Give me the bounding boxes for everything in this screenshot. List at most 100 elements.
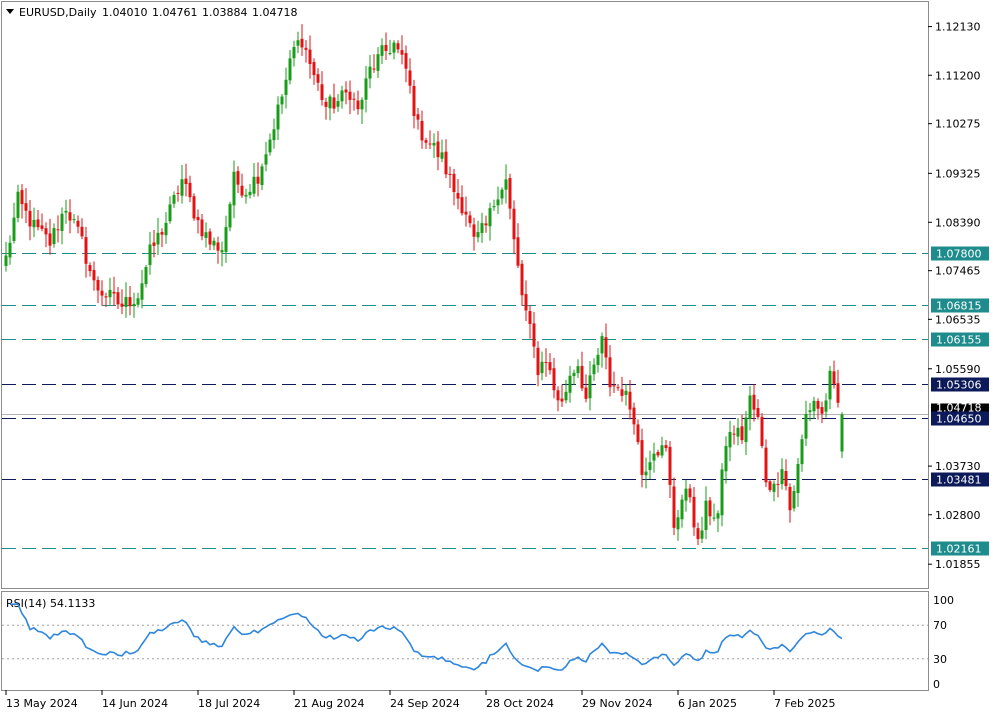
- level-badge-label-2: 1.06155: [936, 334, 982, 347]
- candle-body-102: [412, 85, 416, 116]
- candle-body-18: [76, 220, 80, 227]
- candle-body-101: [408, 70, 412, 86]
- candle-body-173: [696, 528, 700, 540]
- candle-body-63: [256, 176, 260, 184]
- candle-body-195: [784, 471, 788, 487]
- candle-body-44: [180, 179, 184, 196]
- candle-body-128: [516, 237, 520, 266]
- rsi-tick-3: 0: [933, 678, 940, 691]
- level-badge-label-6: 1.02161: [936, 543, 982, 556]
- candle-body-6: [28, 210, 32, 227]
- price-tick-10: 1.01855: [935, 558, 981, 571]
- candle-body-26: [108, 289, 112, 298]
- ohlc-close: 1.04718: [252, 6, 298, 19]
- candle-body-167: [672, 486, 676, 528]
- candle-body-39: [160, 232, 164, 235]
- candle-body-52: [212, 240, 216, 246]
- price-tick-2: 1.10275: [935, 118, 981, 131]
- candle-body-150: [604, 337, 608, 358]
- candle-body-113: [456, 192, 460, 199]
- candle-body-53: [216, 242, 220, 251]
- candle-body-43: [176, 192, 180, 194]
- candle-body-62: [252, 176, 256, 194]
- candle-body-178: [716, 513, 720, 519]
- ohlc-open: 1.04010: [102, 6, 148, 19]
- candle-body-88: [356, 100, 360, 110]
- collapse-triangle-icon[interactable]: [6, 9, 14, 14]
- candle-body-69: [280, 96, 284, 105]
- candle-body-154: [620, 389, 624, 396]
- candle-body-85: [344, 89, 348, 93]
- candle-body-81: [328, 96, 332, 109]
- candle-body-4: [20, 190, 24, 205]
- candle-body-156: [628, 391, 632, 410]
- candle-body-165: [664, 445, 668, 449]
- candle-body-38: [156, 232, 160, 245]
- candle-body-152: [612, 385, 616, 387]
- candle-body-174: [700, 530, 704, 539]
- level-badge-6: [931, 541, 989, 556]
- candle-body-104: [420, 120, 424, 141]
- candle-body-159: [640, 440, 644, 475]
- candle-body-54: [220, 250, 224, 253]
- date-tick-0: 13 May 2024: [6, 697, 78, 710]
- date-tick-8: 7 Feb 2025: [774, 697, 835, 710]
- candle-body-200: [804, 413, 808, 439]
- candle-body-106: [428, 143, 432, 145]
- candle-body-193: [776, 483, 780, 485]
- candle-body-60: [244, 194, 248, 197]
- candle-body-12: [52, 228, 56, 245]
- candle-body-71: [288, 58, 292, 81]
- candle-body-183: [736, 427, 740, 437]
- candle-body-40: [164, 222, 168, 236]
- candle-body-205: [824, 400, 828, 412]
- candle-body-97: [392, 42, 396, 53]
- candle-body-116: [468, 215, 472, 224]
- candle-body-131: [528, 311, 532, 324]
- candle-body-201: [808, 410, 812, 413]
- candle-body-45: [184, 178, 188, 185]
- candle-body-58: [236, 171, 240, 185]
- candle-body-78: [316, 74, 320, 83]
- date-tick-7: 6 Jan 2025: [678, 697, 737, 710]
- price-tick-9: 1.02800: [935, 509, 981, 522]
- candle-body-136: [548, 362, 552, 371]
- level-badge-5: [931, 472, 989, 487]
- candle-body-80: [324, 101, 328, 107]
- candle-body-65: [264, 154, 268, 165]
- candle-body-22: [92, 269, 96, 281]
- price-tick-5: 1.07465: [935, 265, 981, 278]
- candle-body-168: [676, 517, 680, 530]
- price-tick-1: 1.11200: [935, 69, 981, 82]
- candle-body-161: [648, 462, 652, 470]
- price-tick-6: 1.06535: [935, 313, 981, 326]
- candle-body-51: [208, 231, 212, 245]
- candle-body-30: [124, 296, 128, 307]
- candle-body-21: [88, 265, 92, 272]
- candle-body-10: [44, 228, 48, 235]
- level-badge-2: [931, 332, 989, 347]
- price-tick-4: 1.08390: [935, 216, 981, 229]
- candle-body-151: [608, 357, 612, 388]
- candle-body-132: [532, 323, 536, 347]
- candle-body-190: [764, 447, 768, 483]
- candle-body-86: [348, 91, 352, 100]
- candle-body-105: [424, 140, 428, 143]
- candle-body-112: [452, 173, 456, 193]
- candle-body-149: [600, 336, 604, 354]
- candle-body-11: [48, 233, 52, 246]
- candle-body-13: [56, 229, 60, 231]
- date-tick-3: 21 Aug 2024: [294, 697, 364, 710]
- level-badge-3: [931, 377, 989, 392]
- candle-body-153: [616, 387, 620, 389]
- candle-body-33: [136, 298, 140, 305]
- candle-body-9: [40, 225, 44, 229]
- candle-body-127: [512, 208, 516, 240]
- candle-body-209: [840, 414, 844, 452]
- candle-body-137: [552, 368, 556, 391]
- level-badge-4: [931, 411, 989, 426]
- level-badge-1: [931, 298, 989, 313]
- candles-layer: [4, 24, 844, 546]
- candle-body-59: [240, 185, 244, 196]
